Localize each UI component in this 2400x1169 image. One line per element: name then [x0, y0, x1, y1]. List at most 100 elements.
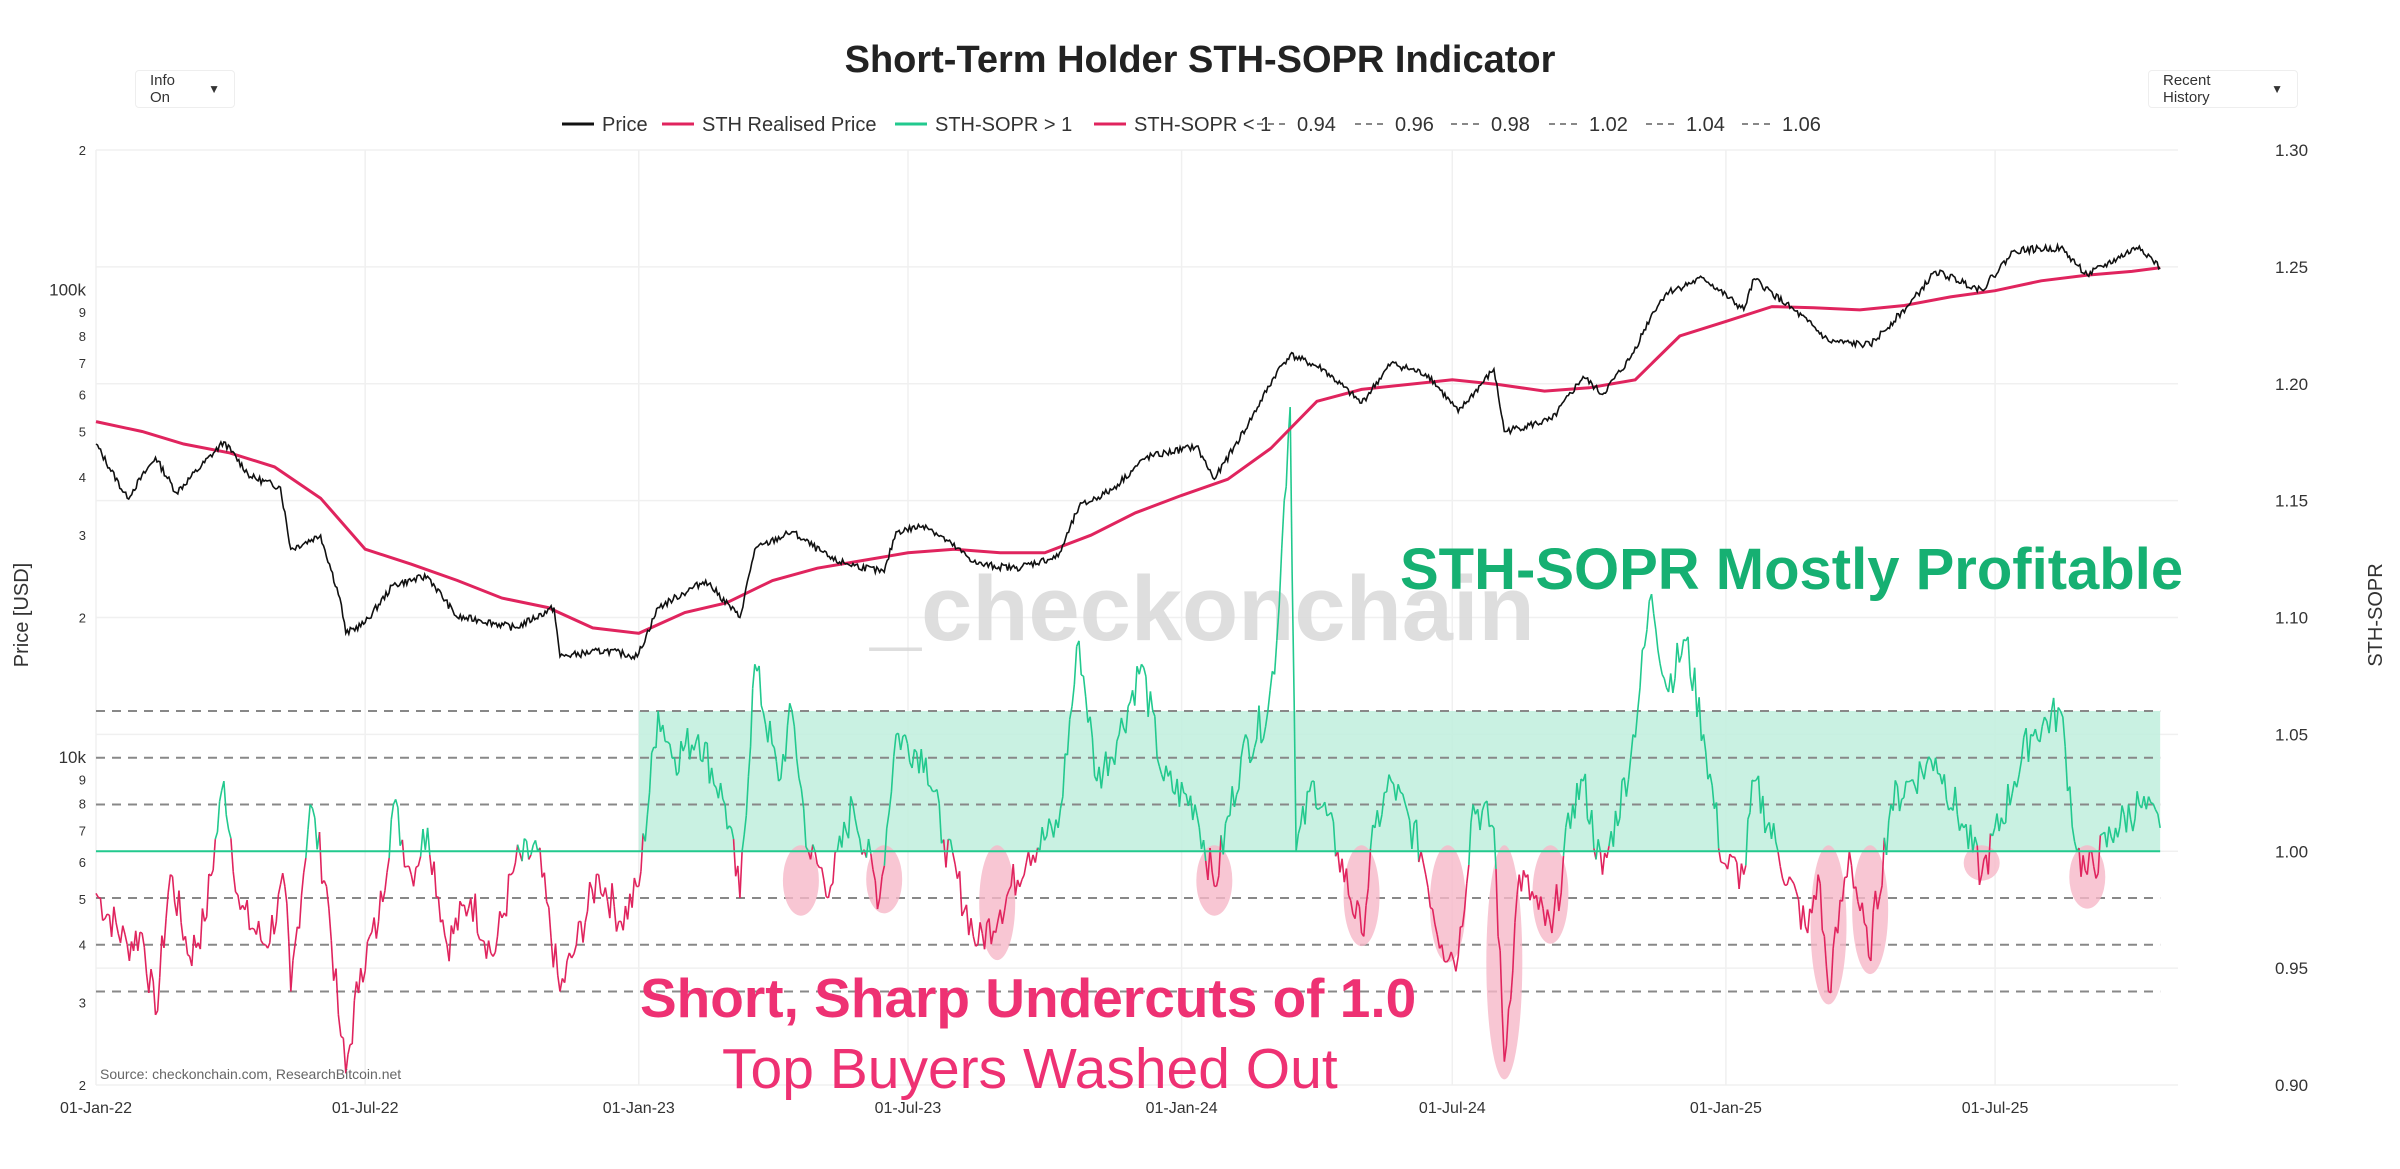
sopr-segment — [1397, 784, 1402, 793]
sopr-segment — [975, 944, 979, 947]
sopr-segment — [225, 814, 230, 830]
sopr-segment — [2004, 784, 2009, 823]
sopr-segment — [169, 874, 174, 878]
sopr-segment — [1217, 835, 1222, 876]
sopr-segment — [121, 925, 126, 935]
sopr-segment — [885, 812, 890, 829]
sopr-segment — [476, 932, 481, 940]
sopr-segment — [1222, 823, 1227, 855]
sopr-segment — [1757, 775, 1762, 814]
sopr-segment — [1779, 866, 1784, 879]
sopr-segment — [307, 804, 311, 830]
history-dropdown[interactable]: Recent History ▼ — [2148, 70, 2298, 108]
sopr-segment — [1465, 864, 1470, 884]
legend-label: STH Realised Price — [702, 114, 877, 136]
sopr-segment — [1249, 758, 1253, 764]
sopr-segment — [1945, 799, 1950, 811]
sopr-segment — [115, 922, 120, 934]
legend-item: 0.96 — [1355, 114, 1434, 136]
y-right-axis-title: STH-SOPR — [2365, 563, 2387, 666]
sopr-segment — [1267, 690, 1271, 712]
history-dropdown-label: Recent History — [2163, 72, 2211, 106]
sopr-segment — [266, 942, 271, 949]
sopr-segment — [1578, 778, 1582, 800]
sopr-segment — [2136, 791, 2141, 805]
sopr-segment — [1687, 636, 1692, 677]
sopr-segment — [724, 804, 728, 830]
sopr-segment — [444, 935, 448, 945]
sopr-segment — [1821, 929, 1826, 937]
sopr-segment — [1923, 764, 1928, 780]
sopr-segment — [936, 789, 940, 804]
sopr-segment — [678, 741, 682, 773]
y-left-tick-label: 3 — [79, 996, 86, 1011]
sopr-segment — [1569, 804, 1574, 829]
sopr-segment — [680, 741, 684, 752]
sopr-segment — [1356, 900, 1361, 907]
sopr-segment — [906, 743, 911, 763]
sopr-segment — [2048, 712, 2053, 734]
sopr-segment — [1974, 836, 1979, 846]
sopr-segment — [1738, 863, 1743, 890]
y-left-tick-label: 10k — [59, 748, 87, 767]
sopr-segment — [979, 922, 984, 934]
sopr-segment — [1646, 601, 1651, 630]
sopr-segment — [816, 863, 821, 869]
sopr-segment — [1297, 825, 1302, 835]
sopr-segment — [1080, 674, 1084, 677]
sopr-segment — [1597, 839, 1602, 852]
sopr-segment — [994, 920, 999, 933]
sopr-segment — [1693, 667, 1698, 717]
sopr-segment — [1151, 709, 1156, 717]
sopr-segment — [693, 740, 697, 751]
sopr-segment — [2097, 835, 2102, 874]
sopr-segment — [1885, 820, 1890, 855]
sopr-segment — [362, 970, 366, 983]
sopr-segment — [534, 840, 539, 852]
legend-label: 0.96 — [1395, 114, 1434, 136]
sopr-segment — [1293, 700, 1297, 852]
sopr-segment — [1817, 874, 1821, 884]
sopr-segment — [920, 749, 925, 773]
sopr-segment — [1558, 892, 1562, 912]
sopr-segment — [925, 757, 929, 786]
y-left-tick-label: 8 — [79, 329, 86, 344]
sopr-segment — [1709, 773, 1713, 786]
y-right-tick-label: 1.15 — [2275, 492, 2308, 511]
sopr-segment — [1678, 655, 1683, 663]
sopr-segment — [1048, 818, 1053, 827]
sopr-segment — [1861, 902, 1866, 924]
sopr-segment — [788, 703, 793, 712]
info-dropdown[interactable]: Info On ▼ — [135, 70, 235, 108]
sopr-segment — [1996, 813, 2000, 832]
sopr-segment — [377, 890, 382, 922]
sopr-segment — [1539, 896, 1544, 909]
y-left-tick-label: 6 — [79, 387, 86, 402]
sopr-segment — [441, 919, 446, 936]
sopr-segment — [1008, 885, 1012, 891]
sopr-segment — [1399, 791, 1404, 795]
sopr-segment — [508, 873, 512, 876]
sopr-segment — [1749, 780, 1753, 813]
legend-label: 1.02 — [1589, 114, 1628, 136]
sopr-segment — [1269, 671, 1274, 691]
sopr-segment — [368, 931, 373, 937]
sopr-segment — [141, 932, 146, 948]
sopr-segment — [1127, 701, 1132, 707]
chevron-down-icon: ▼ — [208, 82, 220, 96]
sopr-segment — [1892, 780, 1897, 811]
sopr-segment — [631, 877, 636, 908]
sopr-segment — [2059, 710, 2064, 718]
sopr-segment — [743, 815, 748, 835]
sopr-segment — [1657, 649, 1661, 664]
sopr-segment — [883, 828, 888, 866]
sopr-segment — [1863, 922, 1868, 928]
sopr-segment — [1791, 879, 1795, 885]
x-tick-label: 01-Jul-23 — [875, 1100, 942, 1117]
sopr-segment — [171, 876, 176, 903]
x-tick-label: 01-Jan-24 — [1146, 1100, 1218, 1117]
sopr-segment — [2020, 737, 2025, 761]
sopr-segment — [390, 804, 395, 820]
sopr-segment — [388, 819, 393, 859]
sopr-segment — [1680, 639, 1685, 656]
